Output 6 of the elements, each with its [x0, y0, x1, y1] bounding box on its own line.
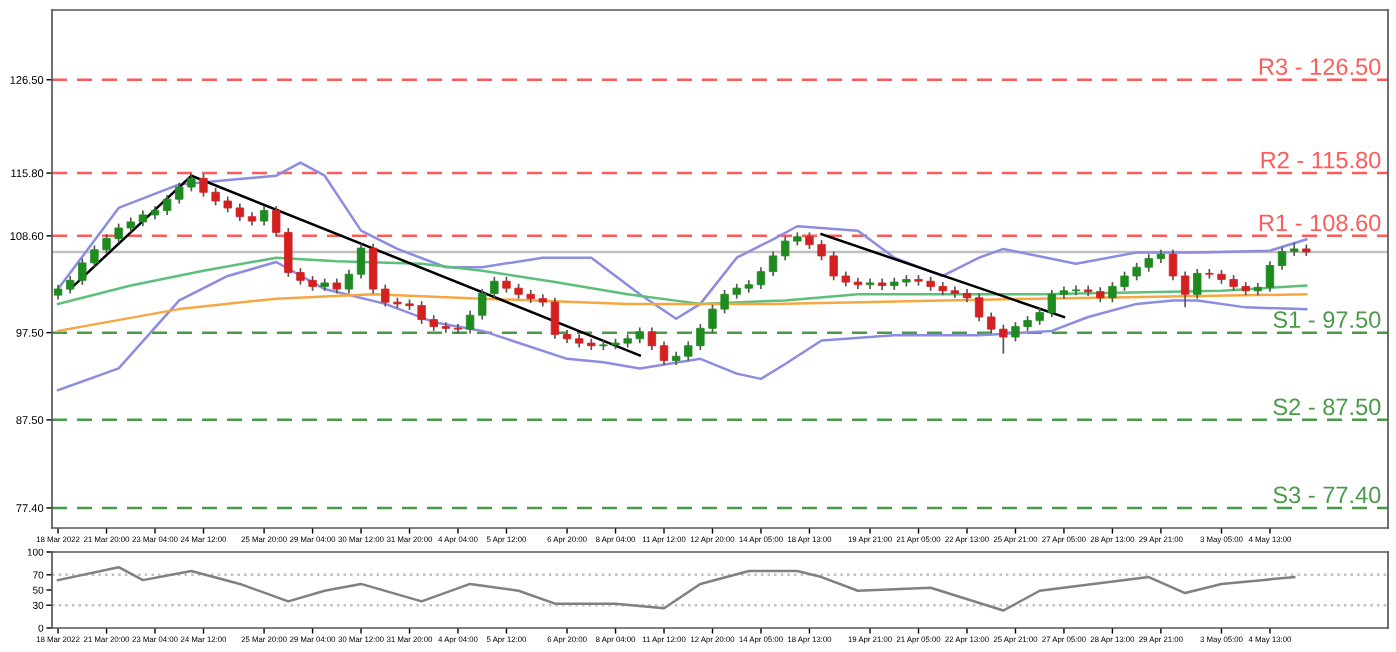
ref-line-label: S3 - 77.40	[1273, 486, 1381, 504]
ref-line-label: R2 - 115.80	[1261, 151, 1381, 169]
ref-line-label: R1 - 108.60	[1259, 214, 1381, 232]
ref-line-label: S2 - 87.50	[1273, 398, 1381, 416]
ref-line-label: R3 - 126.50	[1259, 58, 1381, 76]
ref-line-label: S1 - 97.50	[1273, 311, 1381, 328]
